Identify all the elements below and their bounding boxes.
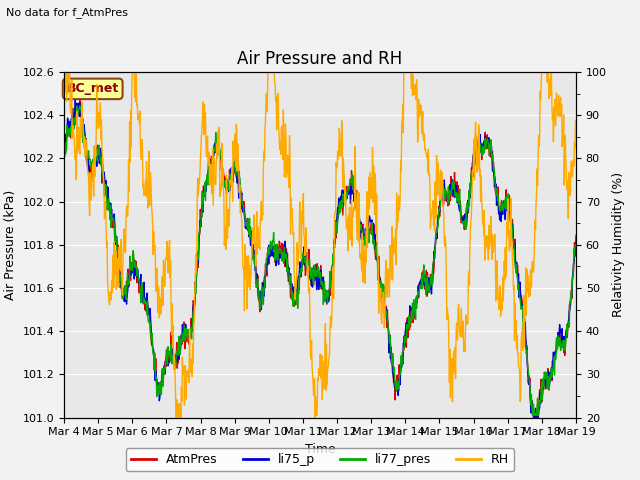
RH (268, 69, 276, 75)
li77_pres (572, 243, 580, 249)
li75_p (286, 282, 294, 288)
AtmPres (268, 241, 275, 247)
li77_pres (113, 246, 120, 252)
Text: BC_met: BC_met (67, 83, 119, 96)
li75_p (469, 153, 477, 158)
AtmPres (412, 303, 420, 309)
RH (113, 278, 120, 284)
AtmPres (460, 216, 468, 222)
li75_p (530, 415, 538, 420)
li77_pres (60, 160, 68, 166)
li77_pres (531, 413, 538, 419)
li77_pres (286, 273, 294, 279)
Line: li77_pres: li77_pres (64, 106, 576, 416)
li75_p (412, 302, 420, 308)
li75_p (113, 234, 120, 240)
RH (460, 339, 468, 345)
Line: RH: RH (64, 72, 576, 418)
li77_pres (460, 225, 468, 230)
RH (61, 69, 69, 75)
X-axis label: Time: Time (305, 443, 335, 456)
AtmPres (530, 415, 538, 420)
li77_pres (469, 174, 477, 180)
Legend: AtmPres, li75_p, li77_pres, RH: AtmPres, li75_p, li77_pres, RH (126, 448, 514, 471)
Line: li75_p: li75_p (64, 99, 576, 418)
li75_p (572, 240, 580, 246)
AtmPres (286, 278, 294, 284)
li75_p (72, 96, 79, 102)
Y-axis label: Relativity Humidity (%): Relativity Humidity (%) (612, 172, 625, 317)
RH (413, 77, 420, 83)
Line: AtmPres: AtmPres (64, 98, 576, 418)
li75_p (460, 220, 468, 226)
li77_pres (76, 103, 84, 108)
RH (287, 231, 294, 237)
AtmPres (76, 95, 84, 101)
li75_p (268, 243, 275, 249)
AtmPres (113, 246, 120, 252)
RH (470, 147, 477, 153)
li75_p (60, 153, 68, 158)
AtmPres (60, 153, 68, 158)
Title: Air Pressure and RH: Air Pressure and RH (237, 49, 403, 68)
RH (172, 415, 180, 420)
AtmPres (572, 232, 580, 238)
RH (572, 131, 580, 136)
Text: No data for f_AtmPres: No data for f_AtmPres (6, 7, 129, 18)
Y-axis label: Air Pressure (kPa): Air Pressure (kPa) (4, 190, 17, 300)
li77_pres (412, 295, 420, 300)
AtmPres (469, 159, 477, 165)
RH (60, 93, 68, 99)
li77_pres (268, 246, 275, 252)
